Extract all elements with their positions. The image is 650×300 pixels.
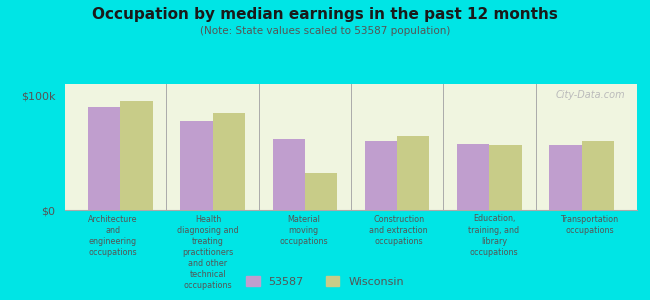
Bar [272, 139, 305, 210]
Text: City-Data.com: City-Data.com [556, 90, 625, 100]
Text: Architecture
and
engineering
occupations: Architecture and engineering occupations [88, 214, 137, 257]
Bar [180, 121, 213, 210]
Bar [88, 107, 120, 210]
Legend: 53587, Wisconsin: 53587, Wisconsin [242, 272, 408, 291]
Text: Education,
training, and
library
occupations: Education, training, and library occupat… [469, 214, 519, 257]
Text: (Note: State values scaled to 53587 population): (Note: State values scaled to 53587 popu… [200, 26, 450, 35]
Text: Occupation by median earnings in the past 12 months: Occupation by median earnings in the pas… [92, 8, 558, 22]
Bar [489, 145, 522, 210]
Text: Material
moving
occupations: Material moving occupations [279, 214, 328, 246]
Bar [120, 101, 153, 210]
Bar [549, 145, 582, 210]
Text: Construction
and extraction
occupations: Construction and extraction occupations [369, 214, 428, 246]
Bar [365, 141, 397, 210]
Bar [305, 173, 337, 210]
Text: Health
diagnosing and
treating
practitioners
and other
technical
occupations: Health diagnosing and treating practitio… [177, 214, 239, 290]
Bar [397, 136, 430, 210]
Bar [457, 144, 489, 210]
Text: Transportation
occupations: Transportation occupations [560, 214, 618, 235]
Bar [582, 141, 614, 210]
Bar [213, 112, 245, 210]
